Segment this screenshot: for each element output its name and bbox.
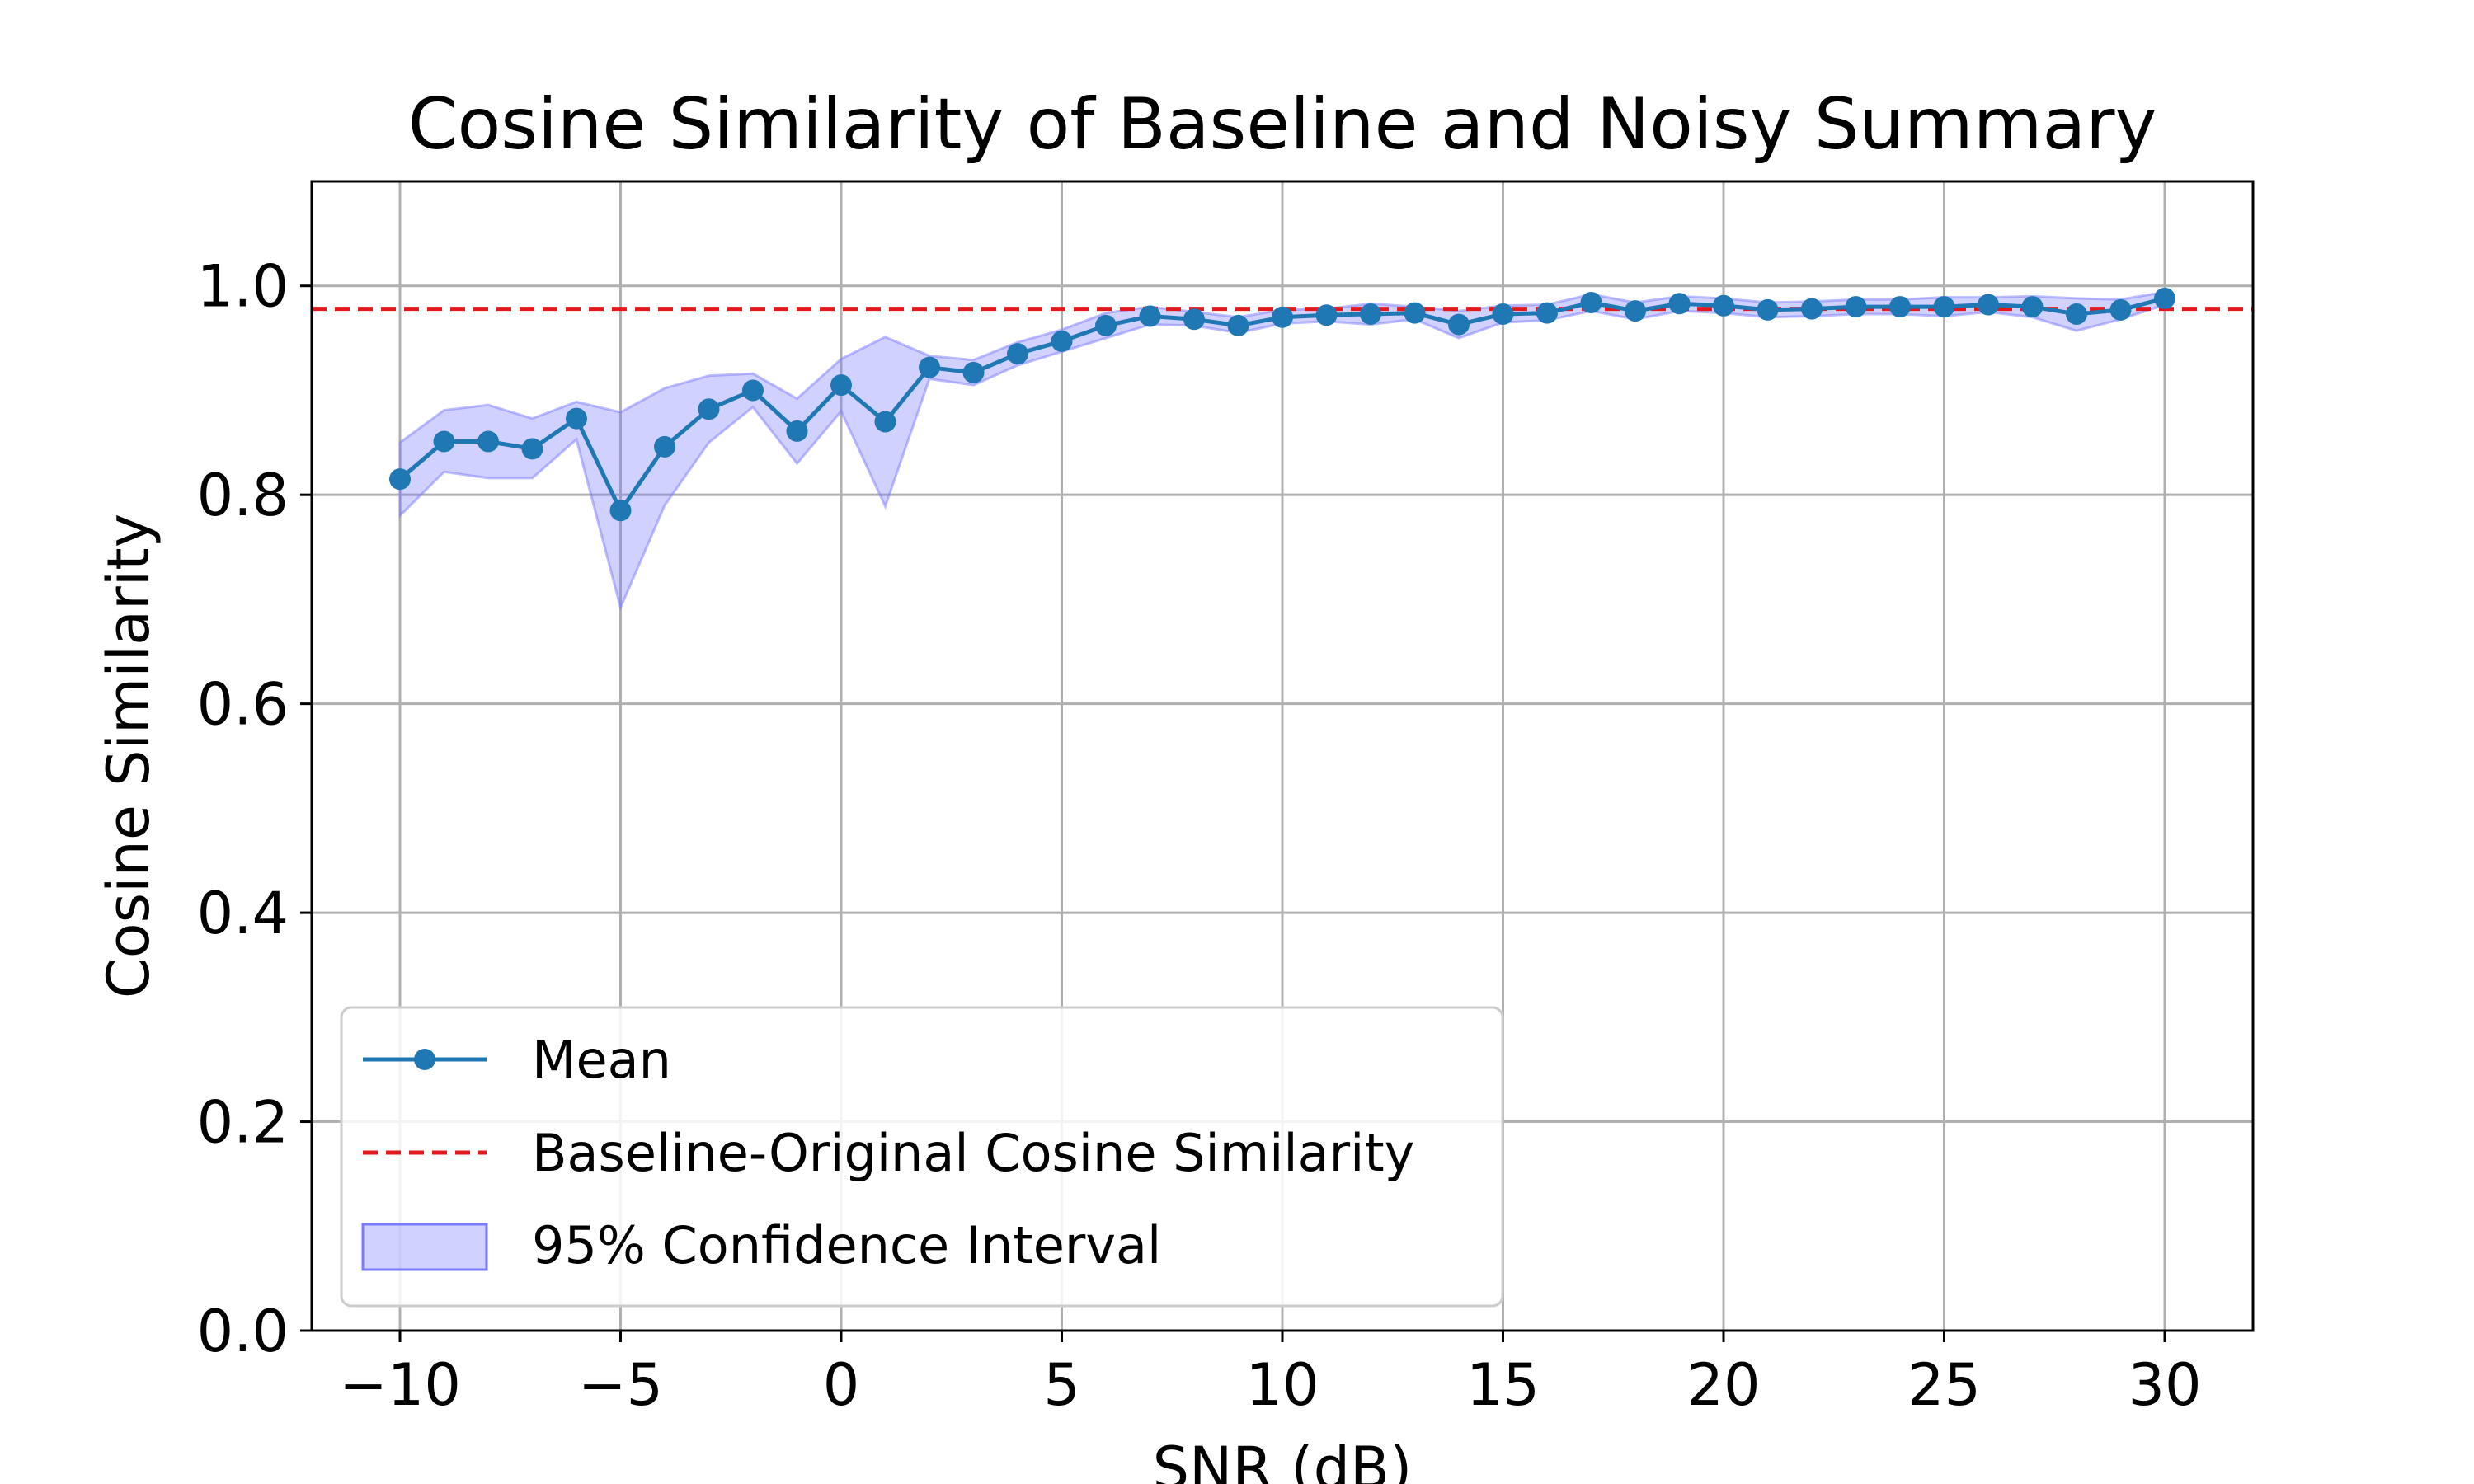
data-point <box>1889 296 1911 318</box>
legend: Mean Baseline-Original Cosine Similarity… <box>340 1006 1504 1308</box>
data-point <box>1845 296 1867 318</box>
data-point <box>962 361 985 383</box>
chart-title: Cosine Similarity of Baseline and Noisy … <box>408 83 2157 166</box>
data-point <box>1668 293 1691 315</box>
x-axis-ticks: −10 −5 0 5 10 15 20 25 30 <box>339 1331 2202 1419</box>
y-tick-label: 0.4 <box>197 880 289 947</box>
y-axis-label: Cosine Similarity <box>95 514 162 998</box>
data-point <box>566 407 587 430</box>
data-point <box>1051 330 1073 352</box>
data-point <box>1713 294 1734 317</box>
data-point <box>1933 296 1955 318</box>
data-point <box>1007 343 1028 365</box>
x-tick-label: 30 <box>2128 1351 2201 1419</box>
y-tick-label: 0.0 <box>197 1298 289 1365</box>
data-point <box>2109 298 2132 321</box>
data-point <box>1492 303 1514 325</box>
data-point <box>477 430 499 453</box>
data-point <box>2021 296 2044 318</box>
x-tick-label: 0 <box>823 1351 860 1419</box>
data-point <box>1315 304 1338 326</box>
series-layer <box>389 287 2175 522</box>
data-point <box>2066 303 2087 325</box>
data-point <box>698 398 720 420</box>
data-point <box>1757 298 1779 321</box>
data-point <box>874 411 896 433</box>
x-axis-label: SNR (dB) <box>1153 1435 1413 1484</box>
data-point <box>1580 292 1602 314</box>
x-tick-label: 5 <box>1043 1351 1080 1419</box>
y-axis-ticks: 0.0 0.2 0.4 0.6 0.8 1.0 <box>197 253 312 1365</box>
legend-mean-swatch-marker <box>414 1049 435 1070</box>
legend-box <box>340 1006 1504 1308</box>
data-point <box>1978 294 1999 316</box>
data-point <box>1448 313 1470 336</box>
data-point <box>389 468 411 491</box>
x-tick-label: 10 <box>1245 1351 1319 1419</box>
legend-reference-label: Baseline-Original Cosine Similarity <box>532 1123 1414 1183</box>
data-point <box>2154 287 2175 309</box>
data-point <box>1183 308 1205 331</box>
legend-band-swatch <box>361 1223 488 1271</box>
data-point <box>786 420 808 442</box>
data-point <box>433 430 455 453</box>
x-tick-label: 25 <box>1907 1351 1981 1419</box>
data-point <box>1625 300 1646 322</box>
data-point <box>1095 314 1117 336</box>
y-tick-label: 0.2 <box>197 1089 289 1157</box>
data-point <box>1360 303 1381 325</box>
data-point <box>1227 314 1249 336</box>
data-point <box>1801 298 1823 320</box>
data-point <box>742 379 764 402</box>
x-tick-label: −10 <box>339 1351 461 1419</box>
y-tick-label: 1.0 <box>197 253 289 321</box>
legend-band-label: 95% Confidence Interval <box>532 1215 1161 1275</box>
data-point <box>830 374 852 397</box>
y-tick-label: 0.6 <box>197 671 289 739</box>
x-tick-label: −5 <box>578 1351 663 1419</box>
data-point <box>1139 305 1161 327</box>
data-point <box>654 435 675 458</box>
data-point <box>1272 306 1293 328</box>
data-point <box>609 500 632 522</box>
data-point <box>919 356 940 378</box>
data-point <box>1404 302 1426 324</box>
y-tick-label: 0.8 <box>197 462 289 529</box>
data-point <box>521 438 543 460</box>
x-tick-label: 20 <box>1686 1351 1760 1419</box>
data-point <box>1536 302 1558 324</box>
legend-mean-label: Mean <box>532 1030 671 1090</box>
x-tick-label: 15 <box>1466 1351 1540 1419</box>
